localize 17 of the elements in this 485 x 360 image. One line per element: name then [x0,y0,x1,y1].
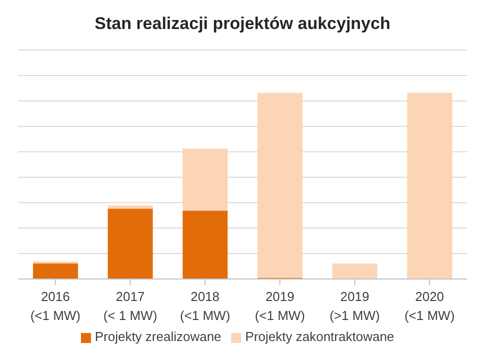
chart-title: Stan realizacji projektów aukcyjnych [94,13,392,35]
legend-label: Projekty zrealizowane [94,329,222,344]
x-tick-label: 2019 (<1 MW) [254,289,306,323]
x-tick-label: 2016 (<1 MW) [30,289,81,323]
bar [182,148,228,211]
x-tick-label: 2017 (< 1 MW) [103,289,158,323]
bar [182,210,228,279]
bar [108,205,153,209]
x-tick-label: 2020 (<1 MW) [404,289,455,323]
bar [332,264,378,279]
bar [407,92,452,279]
x-tick-label: 2018 (<1 MW) [180,289,230,323]
bar [108,208,153,279]
x-tick-label: 2019 (>1 MW) [330,289,380,323]
bar [32,264,78,279]
legend-label: Projekty zakontraktowane [245,329,394,344]
bar [257,92,302,278]
